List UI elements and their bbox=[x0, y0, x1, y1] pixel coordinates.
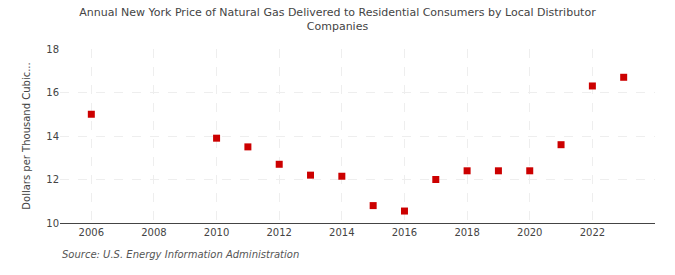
svg-text:10: 10 bbox=[46, 218, 59, 229]
svg-text:2016: 2016 bbox=[392, 227, 417, 238]
svg-text:Annual New York Price of Natur: Annual New York Price of Natural Gas Del… bbox=[79, 6, 596, 33]
svg-text:18: 18 bbox=[46, 44, 59, 55]
svg-text:2010: 2010 bbox=[204, 227, 229, 238]
svg-text:Dollars per Thousand Cubic...: Dollars per Thousand Cubic... bbox=[21, 62, 32, 209]
svg-text:2006: 2006 bbox=[79, 227, 104, 238]
svg-text:2018: 2018 bbox=[454, 227, 479, 238]
svg-text:2014: 2014 bbox=[329, 227, 354, 238]
svg-text:2008: 2008 bbox=[141, 227, 166, 238]
svg-text:Source: U.S. Energy Informatio: Source: U.S. Energy Information Administ… bbox=[62, 249, 299, 260]
svg-text:2020: 2020 bbox=[517, 227, 542, 238]
svg-text:12: 12 bbox=[46, 174, 59, 185]
svg-text:14: 14 bbox=[46, 131, 59, 142]
svg-text:16: 16 bbox=[46, 87, 59, 98]
svg-text:2012: 2012 bbox=[266, 227, 291, 238]
svg-text:2022: 2022 bbox=[580, 227, 605, 238]
